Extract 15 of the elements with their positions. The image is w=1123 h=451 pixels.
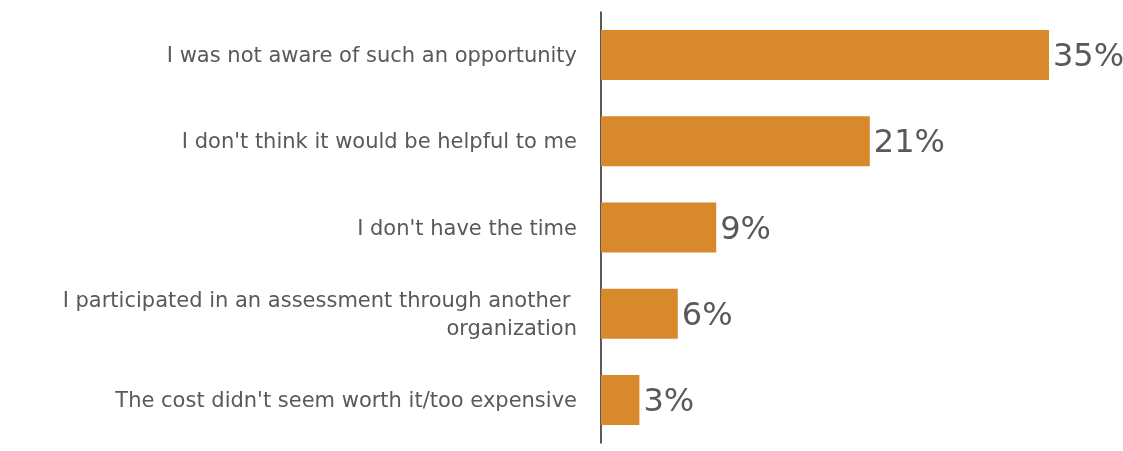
bar <box>601 374 640 425</box>
bar <box>601 288 678 339</box>
data-label: 6% <box>681 294 733 333</box>
data-label: 9% <box>720 208 771 247</box>
bar <box>601 116 870 167</box>
bar <box>601 30 1049 81</box>
y-tick-label: I was not aware of such an opportunity <box>166 43 577 68</box>
data-label: 35% <box>1053 36 1123 75</box>
y-tick-label: I don't have the time <box>357 215 577 240</box>
y-tick-label: I participated in an assessment through another organization <box>62 287 577 340</box>
y-tick-label: I don't think it would be helpful to me <box>181 129 577 154</box>
y-tick-label: The cost didn't seem worth it/too expensive <box>114 387 577 412</box>
data-label: 21% <box>873 122 945 161</box>
bar <box>601 202 717 253</box>
data-label: 3% <box>643 380 695 419</box>
